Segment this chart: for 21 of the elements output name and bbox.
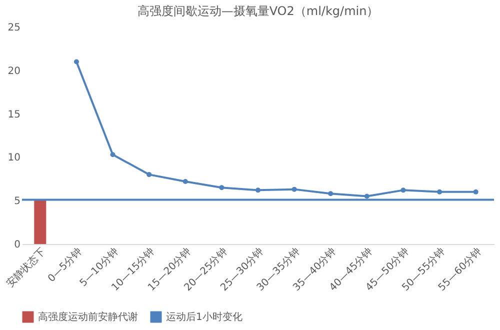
legend-label: 运动后1小时变化 [166,311,242,323]
chart-title: 高强度间歇运动—摄氧量VO2（ml/kg/min） [137,4,379,18]
y-tick-label: 0 [14,240,20,250]
point [328,191,334,196]
point [364,194,370,199]
point [400,188,406,193]
point [292,186,297,192]
legend-label: 高强度运动前安静代谢 [38,311,138,323]
point [219,185,224,190]
point [110,152,116,158]
point [74,59,79,64]
y-tick-label: 25 [8,22,20,34]
point [473,189,478,194]
point [256,188,260,193]
y-tick-label: 10 [8,152,20,164]
point [437,189,442,194]
point [182,179,188,184]
y-tick-label: 20 [8,66,20,77]
y-tick-label: 5 [14,196,20,208]
y-tick-label: 15 [8,109,20,120]
point [146,172,152,178]
